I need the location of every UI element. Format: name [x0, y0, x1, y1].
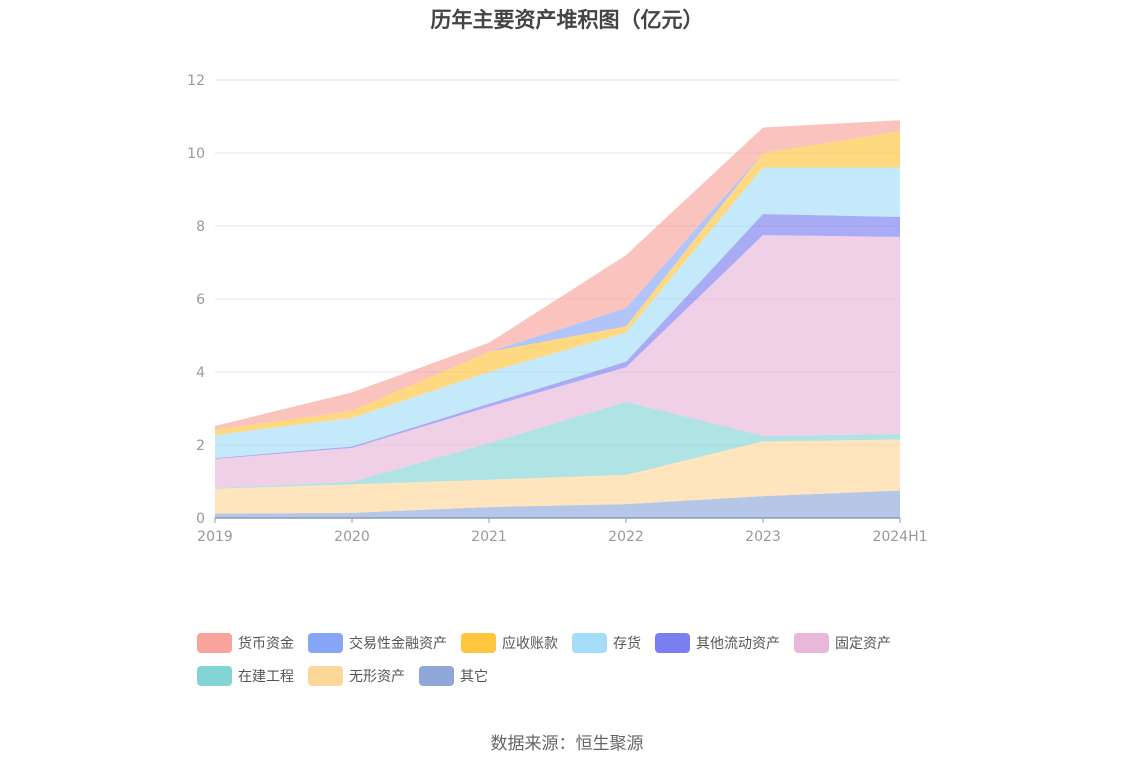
legend-item[interactable]: 应收账款 — [461, 633, 558, 653]
legend-label: 货币资金 — [238, 636, 294, 652]
legend-item[interactable]: 固定资产 — [794, 633, 891, 653]
legend-label: 其它 — [460, 669, 488, 685]
y-tick-label: 2 — [196, 438, 205, 454]
y-tick-label: 0 — [196, 511, 205, 527]
legend-swatch — [197, 633, 232, 653]
y-tick-label: 10 — [187, 146, 205, 162]
legend-label: 交易性金融资产 — [349, 636, 447, 652]
legend: 货币资金 交易性金融资产 应收账款 存货 其他流动资产 固定资产在建工程 无形资产 其它 — [197, 632, 957, 698]
area-series-3 — [215, 235, 900, 489]
legend-row: 货币资金 交易性金融资产 应收账款 存货 其他流动资产 固定资产 — [197, 632, 957, 654]
y-tick-label: 4 — [196, 365, 205, 381]
legend-label: 固定资产 — [835, 636, 891, 652]
x-tick-label: 2020 — [334, 529, 370, 545]
x-tick-label: 2022 — [608, 529, 644, 545]
chart-title: 历年主要资产堆积图（亿元） — [430, 8, 704, 32]
source-note: 数据来源：恒生聚源 — [490, 734, 644, 754]
y-tick-label: 8 — [196, 219, 205, 235]
legend-swatch — [197, 666, 232, 686]
x-axis-ticks: 2019 2020 2021 2022 2023 2024H1 — [197, 518, 928, 545]
legend-row: 在建工程 无形资产 其它 — [197, 665, 957, 687]
legend-label: 其他流动资产 — [696, 636, 780, 652]
y-axis-ticks: 0 2 4 6 8 10 12 — [187, 73, 205, 527]
legend-item[interactable]: 在建工程 — [197, 666, 294, 686]
legend-item[interactable]: 存货 — [572, 633, 641, 653]
y-tick-label: 6 — [196, 292, 205, 308]
legend-swatch — [308, 666, 343, 686]
area-series-0 — [215, 490, 900, 518]
legend-swatch — [461, 633, 496, 653]
legend-label: 存货 — [613, 636, 641, 652]
legend-item[interactable]: 货币资金 — [197, 633, 294, 653]
legend-item[interactable]: 其它 — [419, 666, 488, 686]
legend-item[interactable]: 其他流动资产 — [655, 633, 780, 653]
y-tick-label: 12 — [187, 73, 205, 89]
legend-swatch — [655, 633, 690, 653]
legend-swatch — [794, 633, 829, 653]
legend-item[interactable]: 无形资产 — [308, 666, 405, 686]
legend-swatch — [308, 633, 343, 653]
area-series-1 — [215, 439, 900, 514]
x-tick-label: 2024H1 — [872, 529, 927, 545]
x-tick-label: 2023 — [745, 529, 781, 545]
x-tick-label: 2019 — [197, 529, 233, 545]
area-series-2 — [215, 401, 900, 489]
x-tick-label: 2021 — [471, 529, 507, 545]
area-series-6 — [215, 131, 900, 436]
legend-label: 应收账款 — [502, 636, 558, 652]
legend-swatch — [572, 633, 607, 653]
legend-item[interactable]: 交易性金融资产 — [308, 633, 447, 653]
legend-label: 无形资产 — [349, 669, 405, 685]
area-series-5 — [215, 167, 900, 459]
legend-swatch — [419, 666, 454, 686]
legend-label: 在建工程 — [238, 669, 294, 685]
area-series — [215, 120, 900, 518]
